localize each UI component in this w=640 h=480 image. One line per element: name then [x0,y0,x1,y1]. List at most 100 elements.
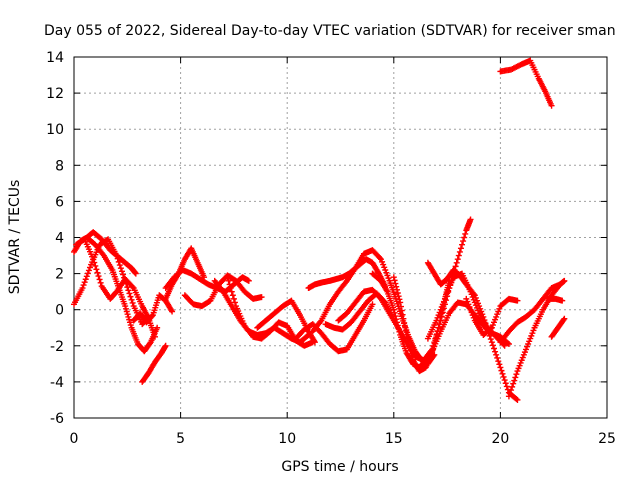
data-point [434,314,441,321]
data-point [465,301,472,308]
data-point [393,316,400,323]
data-point [464,298,471,305]
x-tick-label: 25 [598,431,616,447]
data-point [522,346,529,353]
data-point [489,322,496,329]
data-point [162,342,169,349]
data-point [122,305,129,312]
data-point [126,316,133,323]
data-point [404,335,411,342]
data-point [92,262,99,269]
series-track-28 [548,315,568,340]
x-axis-label: GPS time / hours [281,459,398,475]
y-tick-label: -6 [50,411,64,427]
grid [74,57,607,418]
data-point [495,358,502,365]
data-point [393,319,400,326]
data-point [402,327,409,334]
x-tick-label: 10 [278,431,296,447]
series-track-4 [81,229,139,277]
data-point [90,256,97,263]
data-point [480,313,487,320]
data-point [483,323,490,330]
data-point [154,324,161,331]
data-point [126,290,133,297]
data-point [152,333,159,340]
data-point [123,308,130,315]
data-point [459,241,466,248]
data-point [443,293,450,300]
data-point [488,339,495,346]
data-point [124,284,131,291]
data-point [395,325,402,332]
data-point [433,317,440,324]
data-point [512,374,519,381]
data-point [493,351,500,358]
data-point [521,349,528,356]
data-point [436,309,443,316]
data-point [401,323,408,330]
data-point [473,297,480,304]
data-point [127,322,134,329]
data-point [230,295,237,302]
data-point [501,342,508,349]
data-point [381,264,388,271]
data-point [438,303,445,310]
data-point [496,305,503,312]
data-point [513,396,520,403]
data-point [559,297,566,304]
series-track-15 [309,247,393,335]
data-point [466,303,473,310]
data-point [513,371,520,378]
data-point [514,368,521,375]
data-point [81,279,88,286]
data-point [379,258,386,265]
data-point [491,319,498,326]
data-point [479,311,486,318]
y-tick-label: 4 [55,231,64,247]
data-point [514,297,521,304]
data-point [94,269,101,276]
data-point [471,292,478,299]
data-point [481,317,488,324]
data-point [492,316,499,323]
data-point [475,300,482,307]
data-point [126,319,133,326]
data-point [397,303,404,310]
data-point [128,296,135,303]
data-point [441,295,448,302]
data-point [500,373,507,380]
data-point [504,340,511,347]
data-point [515,365,522,372]
data-point [369,301,376,308]
data-point [514,396,521,403]
data-point [488,324,495,331]
data-point [116,262,123,269]
data-point [85,267,92,274]
data-point [561,315,568,322]
data-point [93,266,100,273]
data-point [129,299,136,306]
data-point [383,269,390,276]
series-track-30 [497,57,555,109]
data-point [124,311,131,318]
data-point [491,345,498,352]
data-point [524,343,531,350]
data-point [499,370,506,377]
data-point [526,338,533,345]
data-point [560,316,567,323]
x-tick-label: 15 [385,431,403,447]
data-point [83,273,90,280]
data-point [396,328,403,335]
data-point [519,354,526,361]
data-point [400,315,407,322]
data-point [125,287,132,294]
data-point [228,288,235,295]
y-tick-label: 6 [55,194,64,210]
data-point [398,307,405,314]
data-point [439,301,446,308]
data-marks [71,57,568,403]
y-tick-label: 2 [55,267,64,283]
